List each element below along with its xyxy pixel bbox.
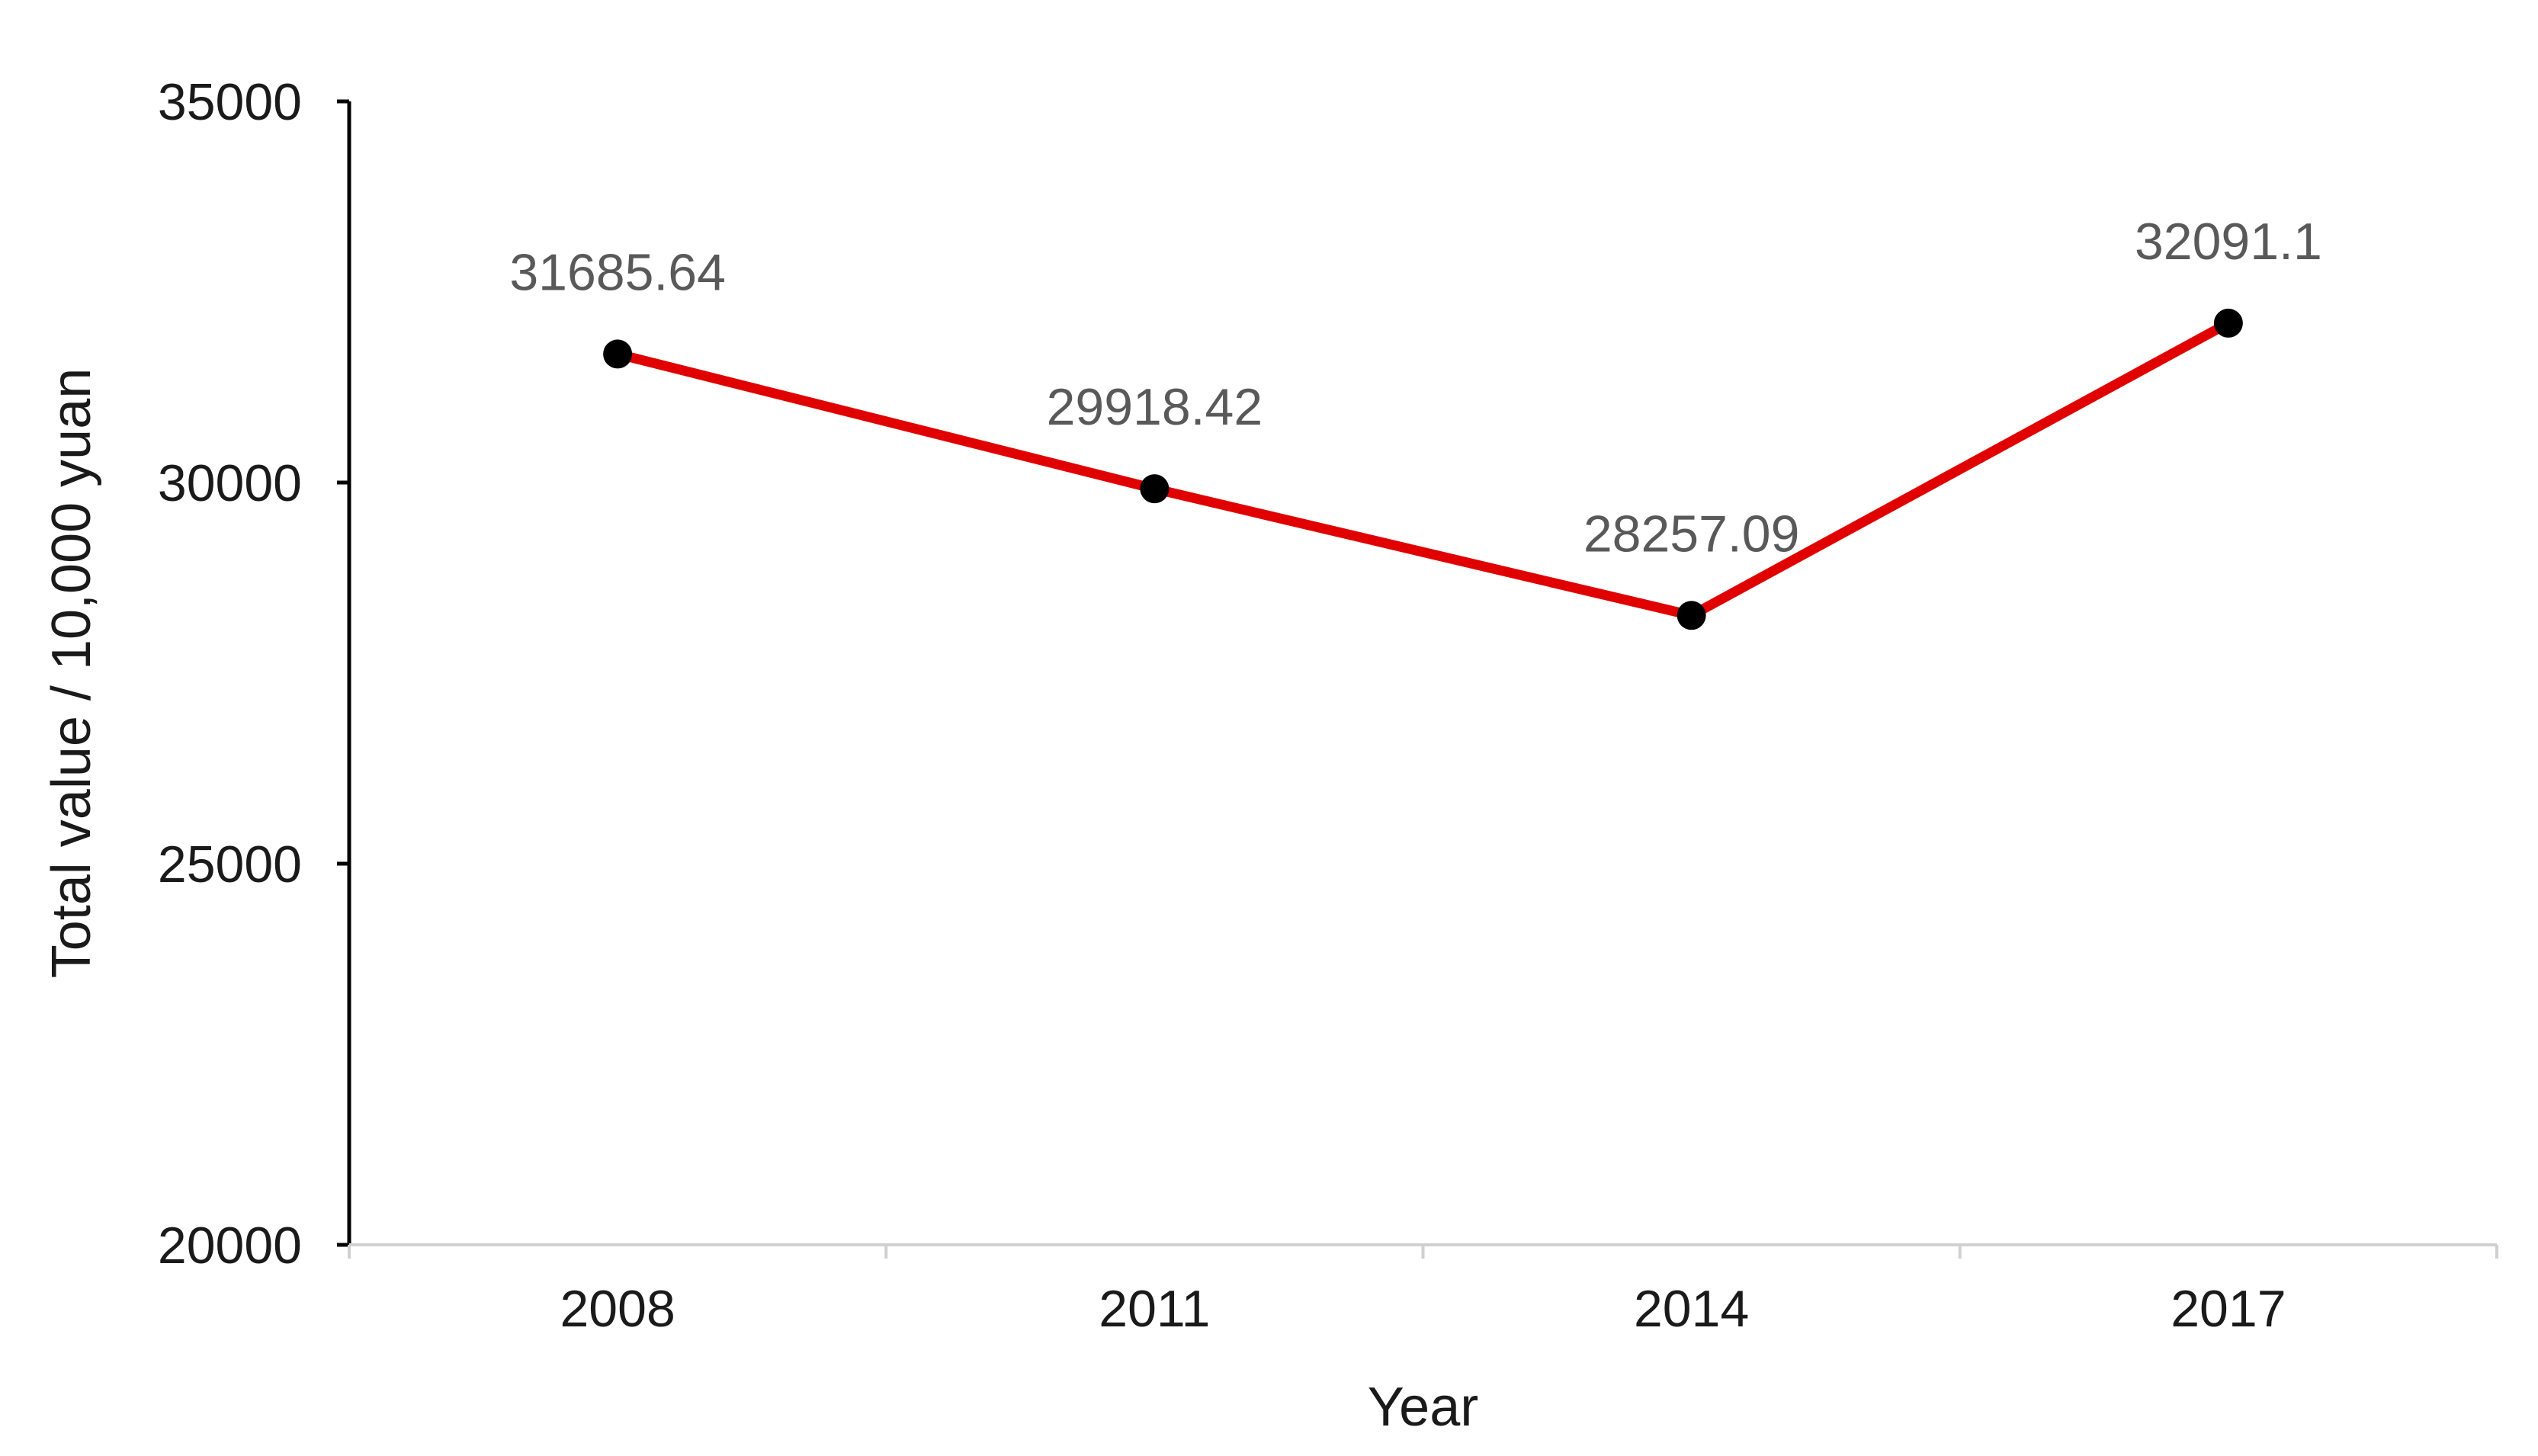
y-axis-title: Total value / 10,000 yuan bbox=[41, 368, 102, 979]
data-label: 32091.1 bbox=[2135, 213, 2322, 271]
data-point-marker bbox=[603, 339, 633, 369]
y-tick-label: 30000 bbox=[158, 454, 302, 512]
data-label: 31685.64 bbox=[509, 243, 726, 301]
data-point-marker bbox=[1140, 474, 1170, 504]
data-label: 29918.42 bbox=[1047, 378, 1263, 436]
y-axis-ticks: 20000 25000 30000 35000 bbox=[158, 73, 349, 1275]
series-line bbox=[612, 318, 2234, 621]
x-tick-label: 2011 bbox=[1099, 1280, 1210, 1338]
x-tick-label: 2008 bbox=[560, 1280, 675, 1338]
y-tick-label: 35000 bbox=[158, 73, 302, 131]
x-axis-title: Year bbox=[1368, 1377, 1478, 1438]
x-tick-label: 2014 bbox=[1634, 1280, 1749, 1338]
x-axis-ticks: 2008 2011 2014 2017 bbox=[348, 1245, 2498, 1338]
y-tick-label: 20000 bbox=[158, 1217, 302, 1275]
y-tick-label: 25000 bbox=[158, 835, 302, 893]
data-label: 28257.09 bbox=[1583, 505, 1800, 563]
x-tick-label: 2017 bbox=[2171, 1280, 2286, 1338]
series-line-group: 31685.64 29918.42 28257.09 32091.1 bbox=[509, 213, 2322, 630]
data-point-marker bbox=[2213, 308, 2243, 338]
data-point-marker bbox=[1676, 601, 1706, 630]
